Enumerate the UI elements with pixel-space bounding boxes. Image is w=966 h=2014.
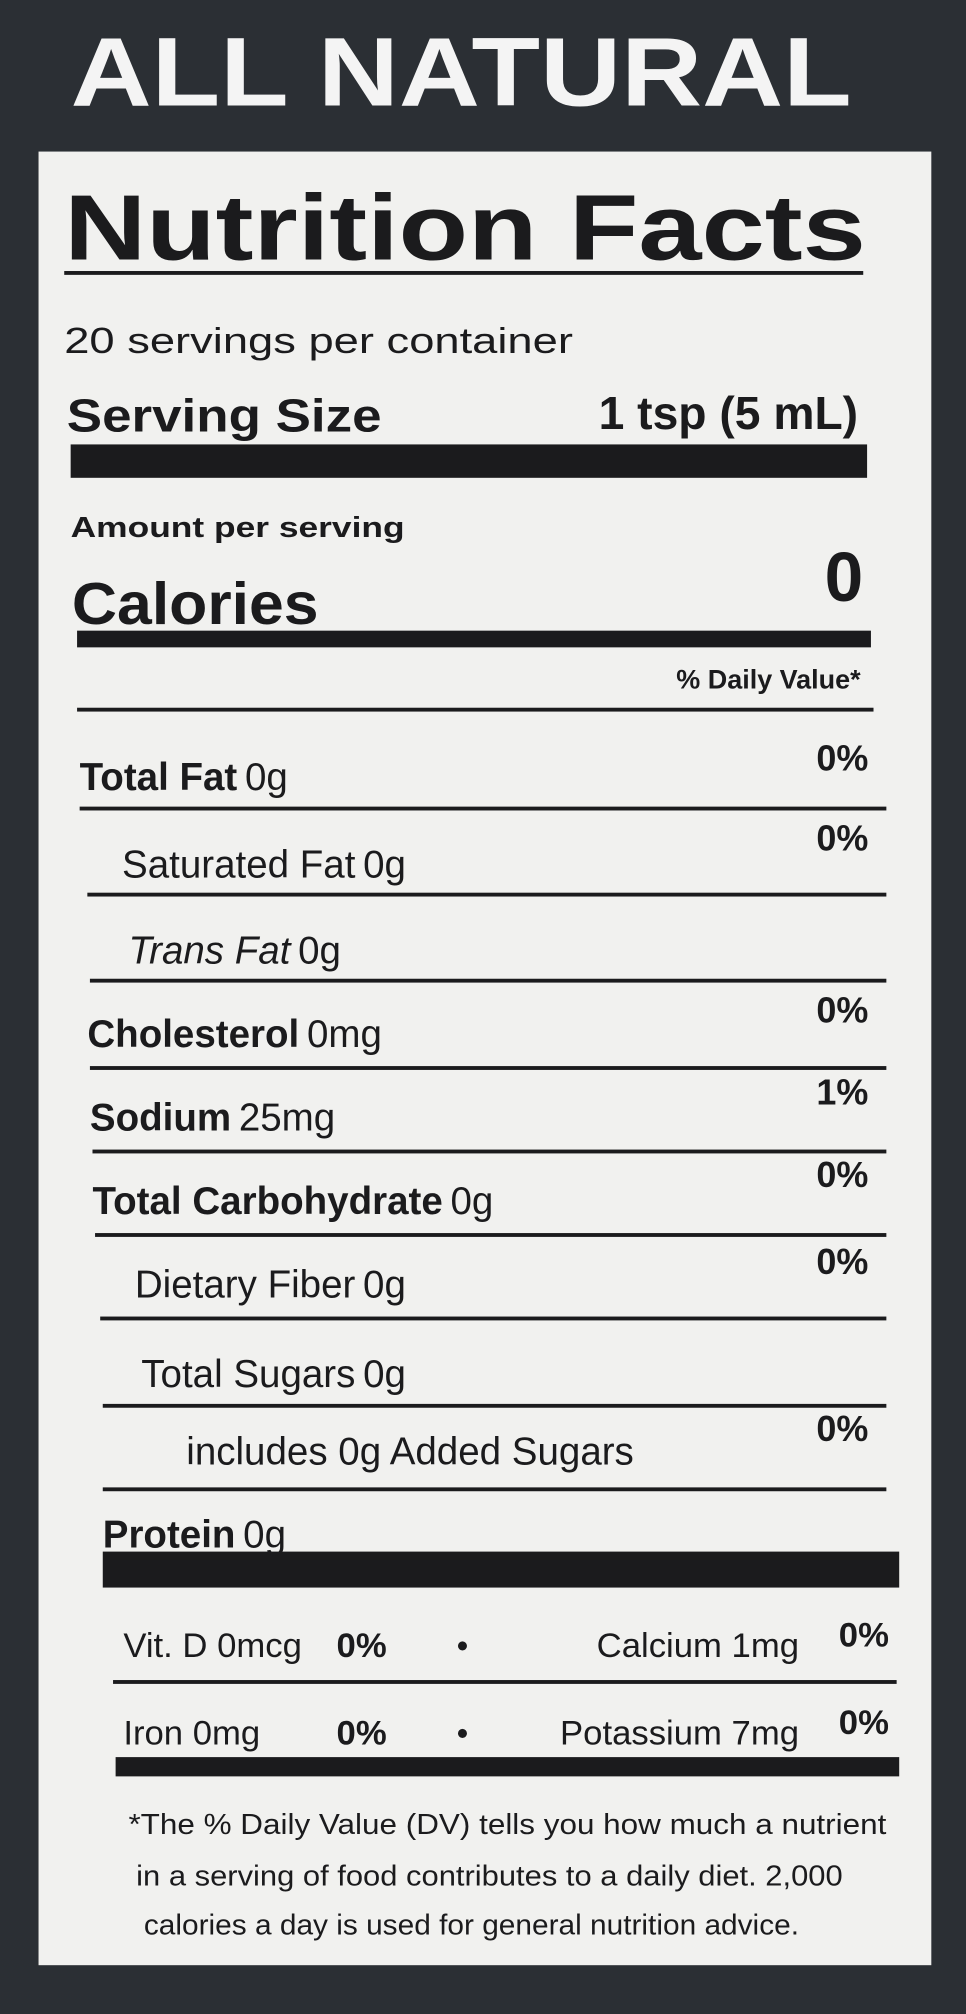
nutrient-amount: 0g — [450, 1180, 493, 1223]
medium-rule — [115, 1757, 900, 1777]
rule — [113, 1680, 897, 1684]
micronutrient-dv: 0% — [839, 1704, 889, 1742]
serving-size-label: Serving Size — [67, 390, 382, 442]
separator: • — [457, 1715, 469, 1752]
rule — [77, 707, 874, 712]
medium-rule — [77, 630, 871, 648]
nutrient-label: Saturated Fat 0g — [122, 843, 406, 886]
rule — [100, 1316, 887, 1321]
nutrient-label: Sodium 25mg — [90, 1096, 335, 1139]
label-title: Nutrition Facts — [64, 175, 866, 279]
nutrient-amount: 0g — [363, 1353, 406, 1396]
calories-value: 0 — [825, 538, 864, 616]
nutrient-amount: 0g — [363, 1263, 406, 1306]
amount-per-serving: Amount per serving — [71, 511, 405, 543]
rule — [64, 271, 864, 275]
micronutrient-dv: 0% — [337, 1627, 387, 1665]
nutrient-name: Saturated Fat — [122, 843, 356, 886]
micronutrient-name: Iron 0mg — [123, 1714, 260, 1752]
rule — [89, 1066, 887, 1070]
nutrient-name: Cholesterol — [87, 1013, 299, 1056]
daily-value-header: % Daily Value* — [676, 664, 861, 694]
nutrient-amount: 25mg — [239, 1096, 335, 1139]
micronutrient-name: Calcium 1mg — [597, 1627, 799, 1665]
nutrient-label: includes 0g Added Sugars — [186, 1430, 634, 1473]
footnote-line: calories a day is used for general nutri… — [144, 1908, 799, 1940]
header-title: ALL NATURAL — [71, 17, 852, 126]
daily-value: 0% — [816, 738, 868, 779]
calories-label: Calories — [72, 571, 319, 637]
rule — [87, 892, 887, 897]
thick-rule — [70, 444, 868, 478]
micronutrient-name: Potassium 7mg — [560, 1714, 799, 1752]
footnote-line: *The % Daily Value (DV) tells you how mu… — [128, 1808, 886, 1840]
nutrient-name: Dietary Fiber — [135, 1263, 356, 1306]
nutrient-amount: 0g — [243, 1514, 286, 1557]
rule — [95, 1233, 887, 1237]
nutrient-label: Total Carbohydrate 0g — [92, 1180, 493, 1223]
nutrient-label: Dietary Fiber 0g — [135, 1263, 406, 1306]
nutrient-label: Cholesterol 0mg — [87, 1013, 382, 1056]
rule — [89, 978, 887, 983]
thick-rule — [102, 1551, 900, 1588]
micronutrient-dv: 0% — [839, 1617, 889, 1655]
daily-value: 0% — [816, 817, 868, 858]
rule — [102, 1487, 887, 1492]
nutrient-amount: 0mg — [307, 1013, 382, 1056]
nutrient-name: Trans Fat — [128, 929, 292, 972]
separator: • — [457, 1628, 469, 1665]
serving-size: 1 tsp (5 mL) — [599, 387, 858, 439]
nutrient-label: Trans Fat 0g — [128, 929, 341, 972]
nutrient-label: Total Sugars 0g — [141, 1353, 406, 1396]
nutrient-name: Sodium — [90, 1096, 231, 1139]
daily-value: 0% — [816, 989, 868, 1030]
nutrient-label: Total Fat 0g — [80, 756, 288, 799]
rule — [102, 1403, 887, 1408]
micronutrient-dv: 0% — [337, 1714, 387, 1752]
nutrient-amount: 0g — [363, 843, 406, 886]
nutrient-name: Total Carbohydrate — [92, 1180, 442, 1223]
daily-value: 1% — [816, 1072, 868, 1113]
daily-value: 0% — [816, 1241, 868, 1282]
footnote-line: in a serving of food contributes to a da… — [136, 1860, 843, 1892]
nutrient-label: Protein 0g — [103, 1514, 286, 1557]
rule — [92, 1149, 887, 1154]
servings: 20 servings per container — [64, 320, 573, 361]
nutrient-amount: 0g — [298, 929, 341, 972]
nutrient-name: Total Fat — [80, 756, 238, 799]
nutrient-name: includes 0g Added Sugars — [186, 1430, 634, 1473]
daily-value: 0% — [816, 1408, 868, 1449]
nutrient-name: Protein — [103, 1514, 236, 1557]
rule — [79, 806, 887, 811]
nutrient-name: Total Sugars — [141, 1353, 355, 1396]
daily-value: 0% — [816, 1154, 868, 1195]
nutrient-amount: 0g — [245, 756, 288, 799]
micronutrient-name: Vit. D 0mcg — [123, 1627, 302, 1665]
